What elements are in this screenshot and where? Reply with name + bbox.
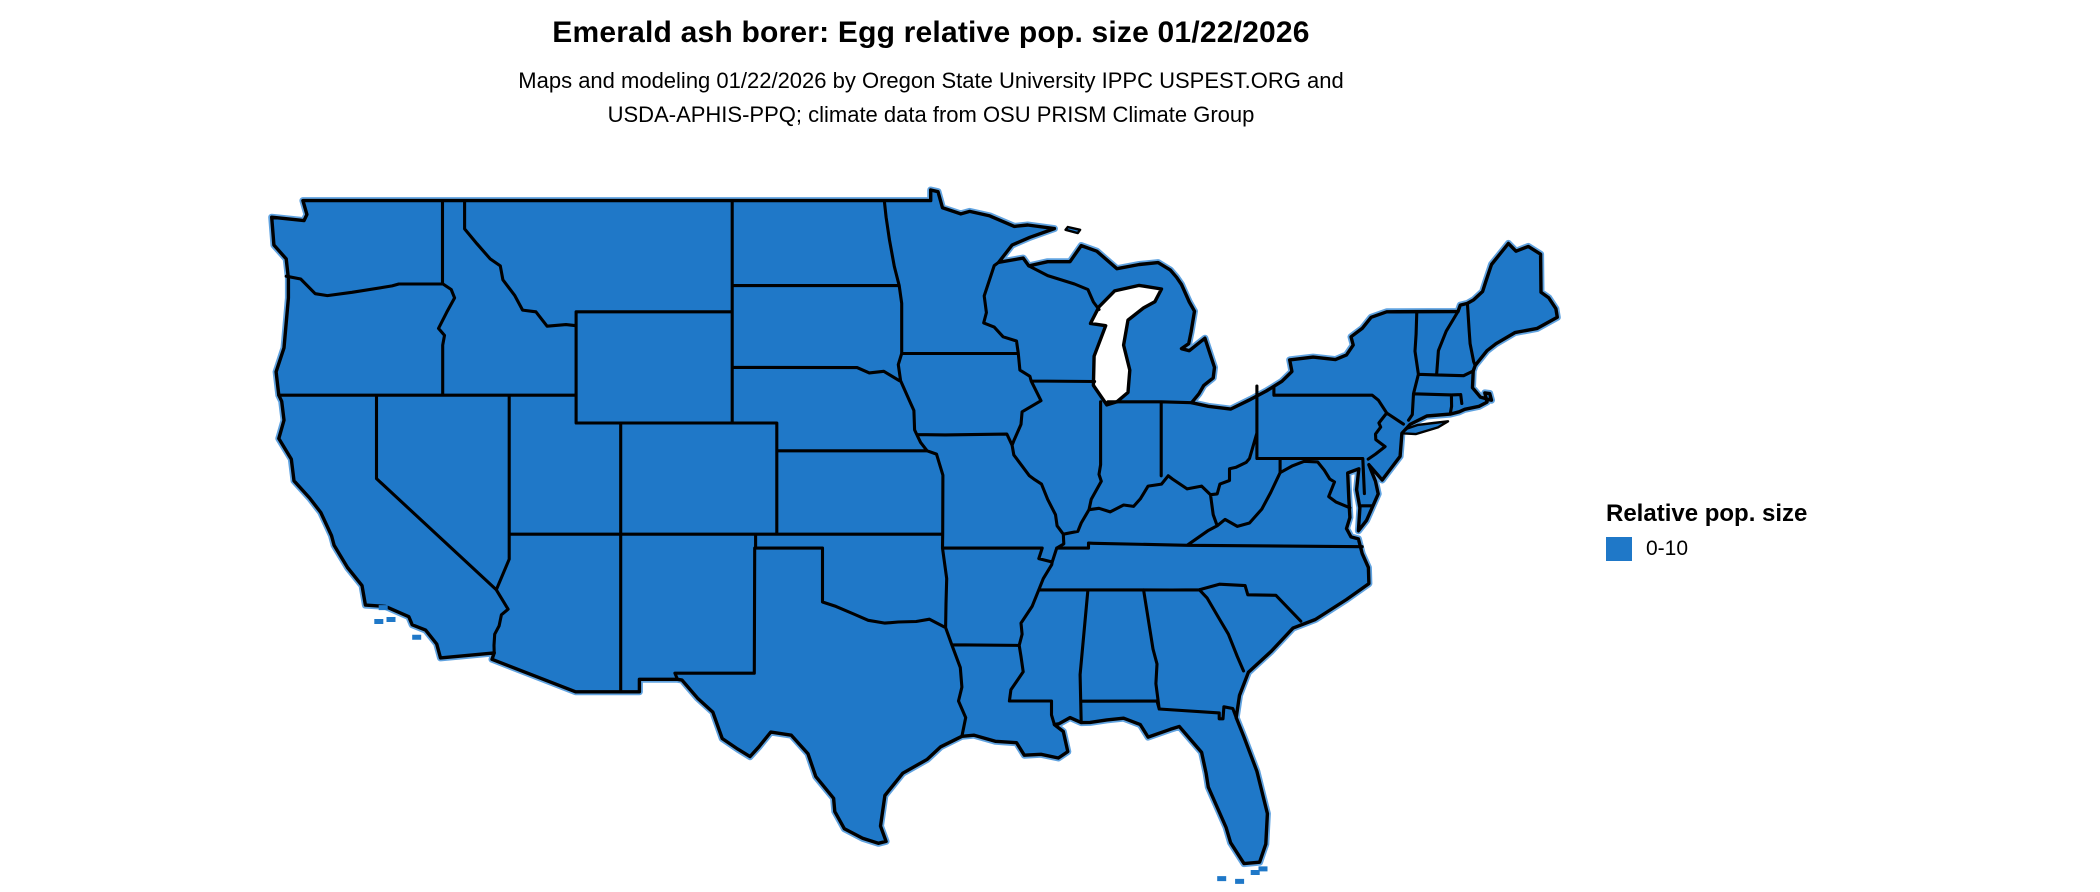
legend-title: Relative pop. size <box>1606 500 1808 527</box>
subtitle: Maps and modeling 01/22/2026 by Oregon S… <box>0 64 1862 132</box>
legend: Relative pop. size 0-10 <box>1606 500 1807 561</box>
legend-color-swatch <box>1606 537 1632 561</box>
islands <box>1064 225 1450 436</box>
state-borders <box>277 199 1477 738</box>
nation-fill <box>270 188 1559 866</box>
subtitle-line-1: Maps and modeling 01/22/2026 by Oregon S… <box>518 68 1344 93</box>
legend-item-label: 0-10 <box>1646 537 1689 560</box>
title-block: Emerald ash borer: Egg relative pop. siz… <box>0 16 1862 132</box>
legend-item: 0-10 <box>1606 537 1807 561</box>
page-title: Emerald ash borer: Egg relative pop. siz… <box>552 16 1310 49</box>
subtitle-line-2: USDA-APHIS-PPQ; climate data from OSU PR… <box>607 102 1255 127</box>
